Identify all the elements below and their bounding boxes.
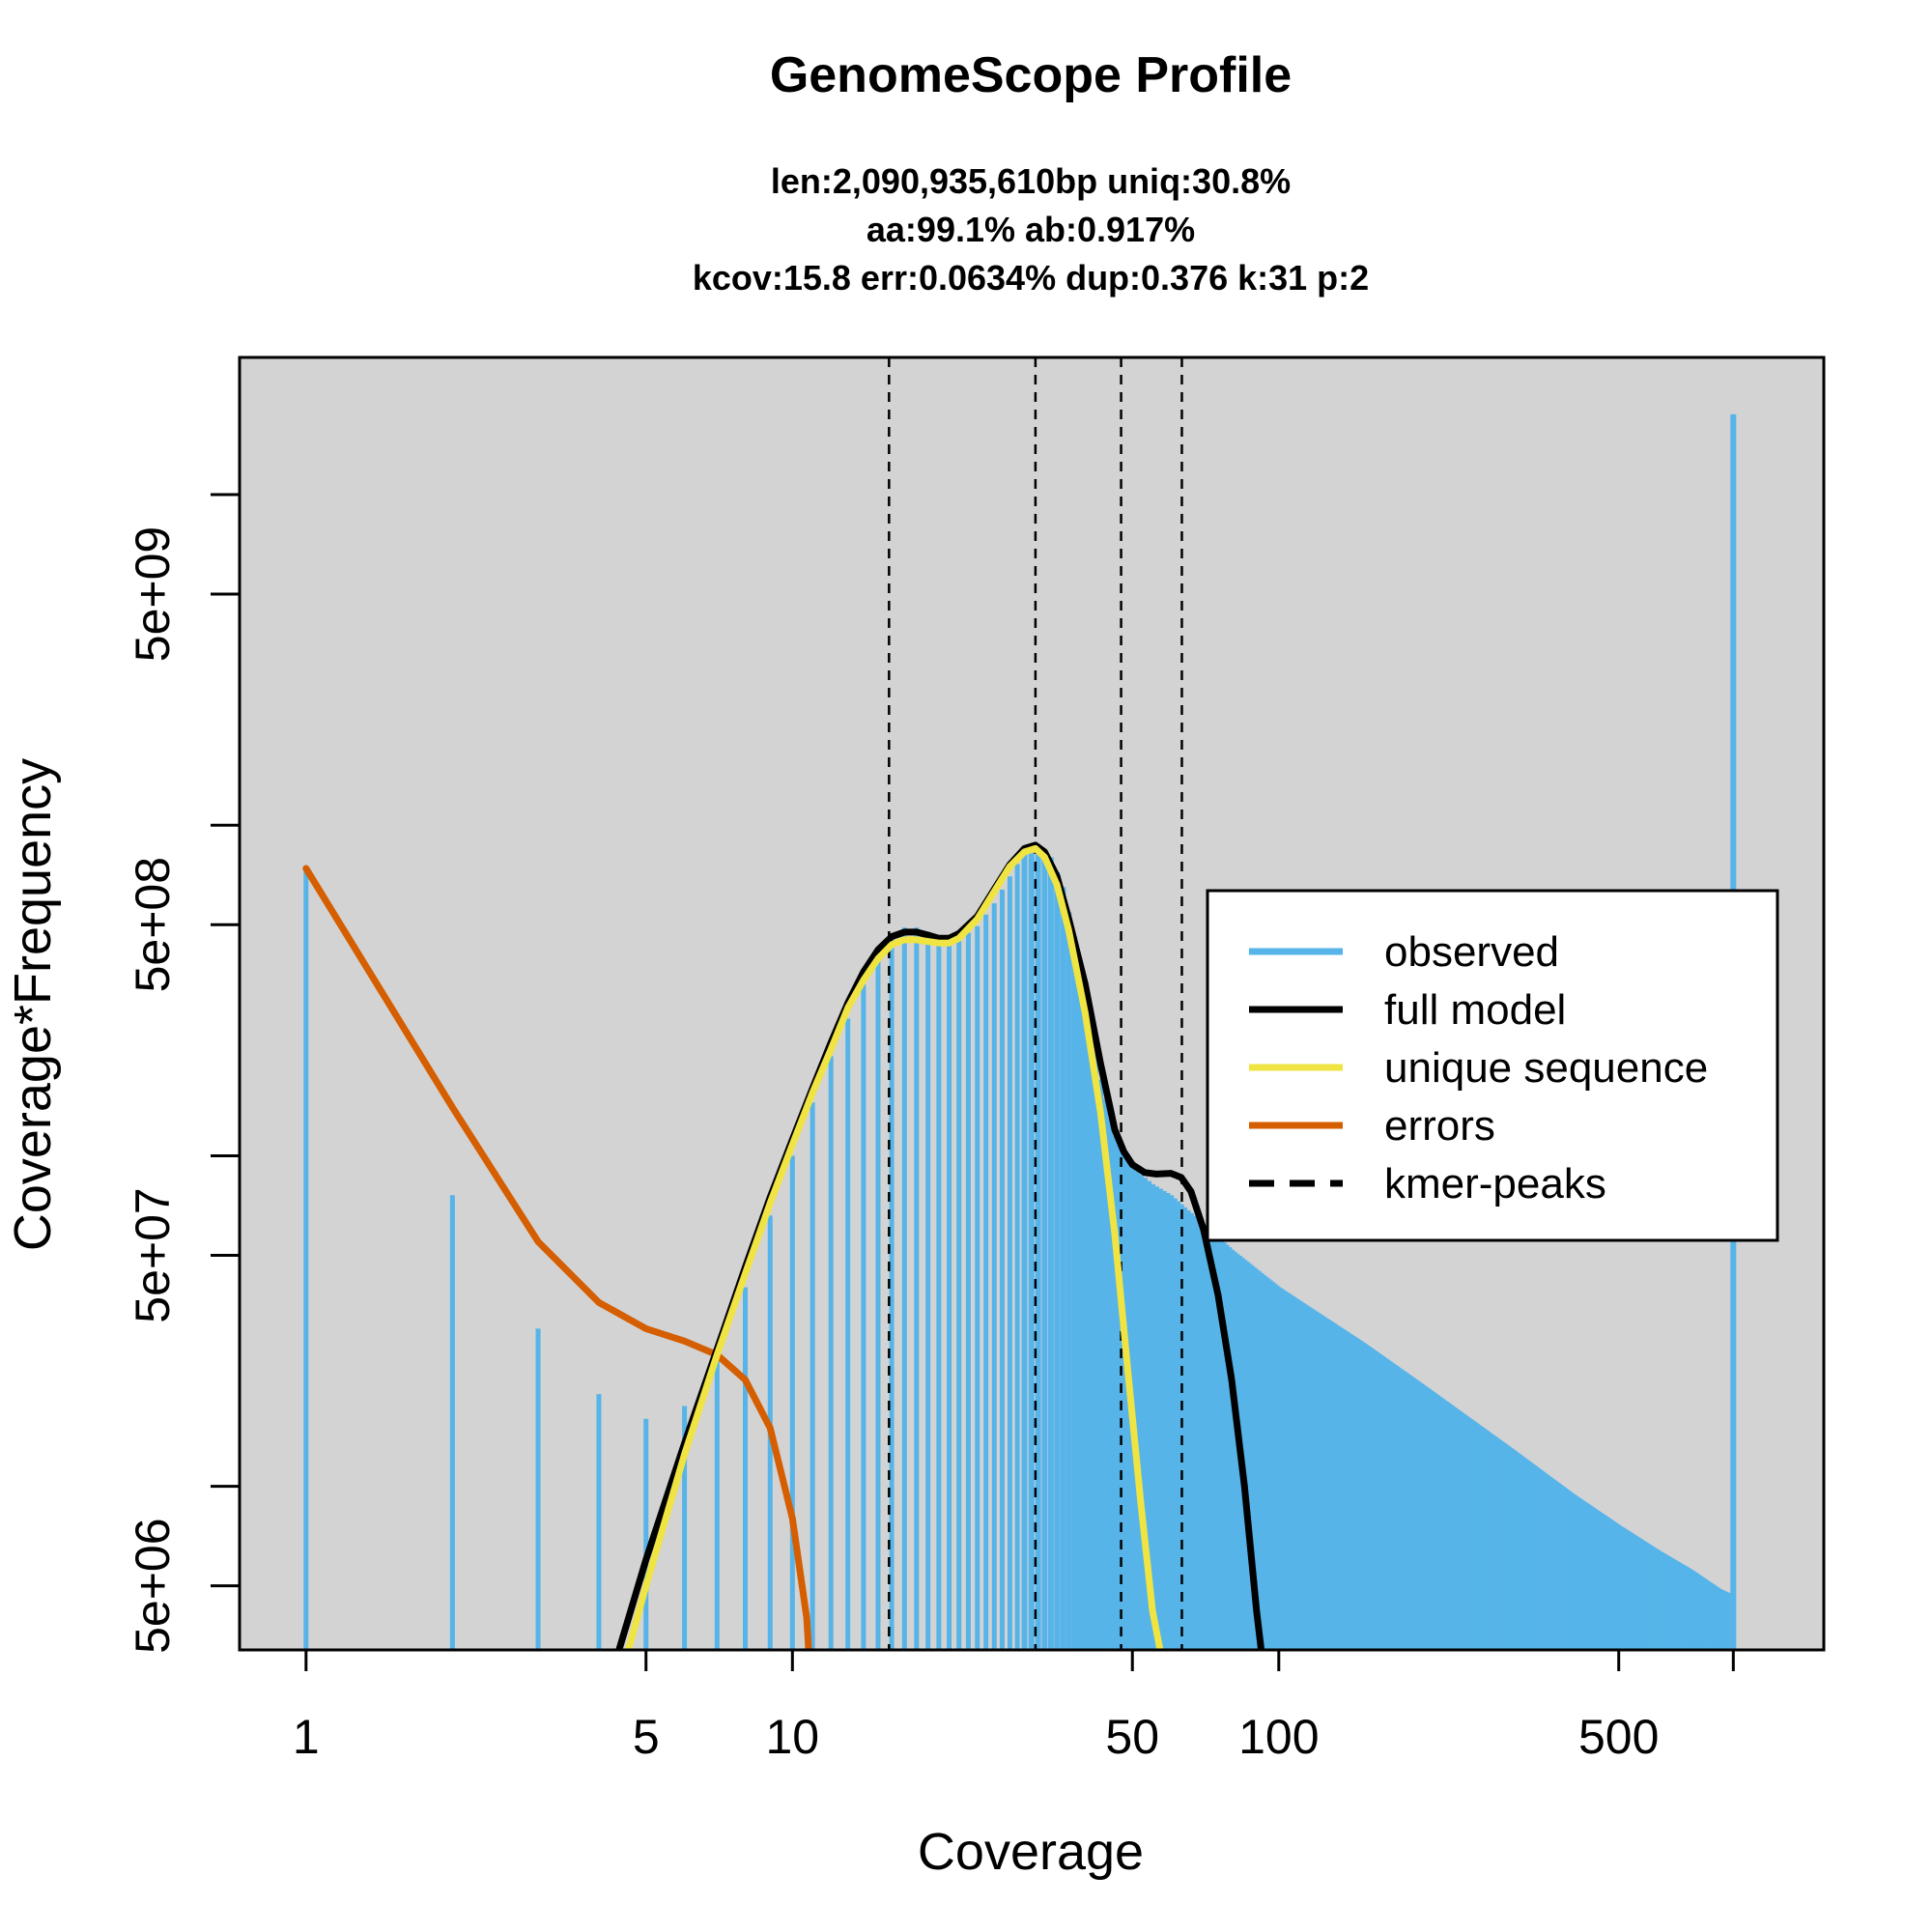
y-tick-label: 5e+06 [126,1518,180,1653]
chart-subtitle-line-1: len:2,090,935,610bp uniq:30.8% [771,161,1291,201]
unique-sequence-curve [625,844,1164,1650]
legend-label: kmer-peaks [1384,1160,1606,1208]
x-tick-label: 500 [1578,1710,1659,1764]
kmer-peak-lines [888,357,1183,1650]
chart-title: GenomeScope Profile [770,47,1292,103]
legend-label: observed [1384,928,1559,976]
x-tick-label: 5 [633,1710,660,1764]
x-tick-label: 1 [293,1710,320,1764]
y-axis: 5e+06 5e+07 5e+08 5e+09 [126,493,242,1654]
y-tick-label: 5e+07 [126,1187,180,1322]
x-axis: 1 5 10 50 100 500 [293,1648,1735,1764]
model-curves [302,841,1265,1650]
legend: observed full model unique sequence errors k… [1206,889,1779,1242]
x-tick-label: 100 [1238,1710,1319,1764]
chart-subtitle-line-2: aa:99.1% ab:0.917% [867,210,1195,249]
chart-subtitle-line-3: kcov:15.8 err:0.0634% dup:0.376 k:31 p:2 [693,258,1369,298]
observed-bars [303,413,1737,1650]
x-tick-label: 50 [1105,1710,1159,1764]
errors-curve [302,865,812,1650]
y-tick-label: 5e+09 [126,526,180,662]
legend-label: errors [1384,1102,1495,1150]
y-axis-label: Coverage*Frequency [4,758,62,1251]
x-axis-label: Coverage [918,1823,1144,1881]
legend-label: full model [1384,986,1566,1034]
x-tick-label: 10 [765,1710,819,1764]
y-tick-label: 5e+08 [126,857,180,992]
legend-label: unique sequence [1384,1044,1708,1092]
